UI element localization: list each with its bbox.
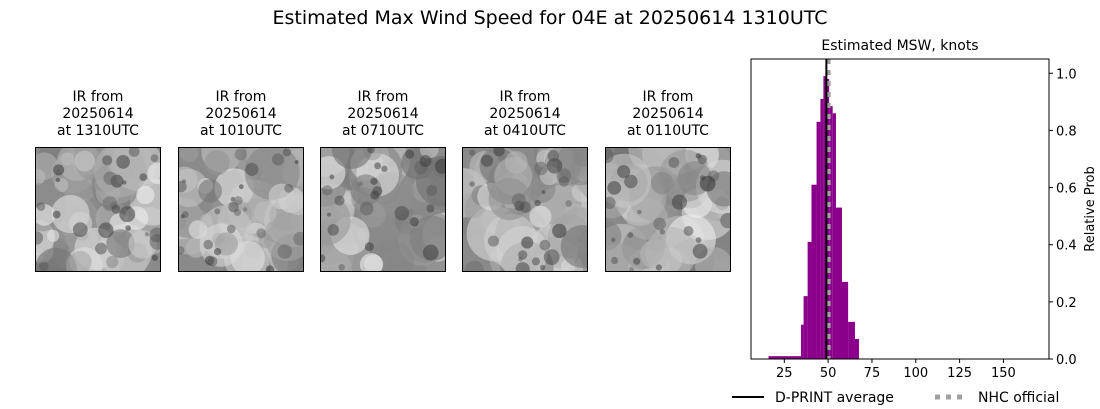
panel-caption: 20250614: [489, 106, 561, 122]
y-tick-label: 0.0: [1056, 353, 1077, 368]
legend-dprint-label: D-PRINT average: [775, 390, 894, 406]
panel-caption: 20250614: [632, 106, 704, 122]
ir-satellite-image: [320, 147, 446, 272]
ir-panel: IR from 20250614 at 0410UTC: [462, 89, 588, 272]
plot-frame: [750, 58, 1050, 360]
panel-caption: IR from: [499, 89, 551, 105]
histogram-bar: [832, 113, 837, 360]
histogram-bar: [854, 339, 859, 359]
histogram-bar: [800, 324, 804, 359]
x-tick-label: 150: [991, 366, 1016, 381]
legend-nhc-label: NHC official: [978, 390, 1059, 406]
panel-caption: IR from: [357, 89, 409, 105]
x-tick-label: 50: [820, 366, 837, 381]
panel-caption: at 0410UTC: [484, 123, 566, 139]
panel-caption: at 0110UTC: [627, 123, 709, 139]
panel-caption: IR from: [72, 89, 124, 105]
panel-caption: at 1310UTC: [57, 123, 139, 139]
histogram-bar: [811, 184, 817, 359]
ir-satellite-image: [462, 147, 588, 272]
histogram-bar: [768, 356, 801, 359]
panel-caption: at 0710UTC: [342, 123, 424, 139]
histogram-bar: [836, 207, 842, 359]
y-tick-label: 0.6: [1056, 182, 1077, 197]
panel-caption: IR from: [215, 89, 267, 105]
ir-panel: IR from 20250614 at 0110UTC: [605, 89, 731, 272]
x-tick-label: 100: [903, 366, 928, 381]
ir-satellite-image: [35, 147, 161, 272]
chart-title: Estimated MSW, knots: [821, 38, 978, 54]
y-tick-label: 0.2: [1056, 296, 1077, 311]
panel-caption: 20250614: [205, 106, 277, 122]
panel-caption: 20250614: [62, 106, 134, 122]
panel-caption: IR from: [642, 89, 694, 105]
y-tick-label: 1.0: [1056, 67, 1077, 82]
y-tick-label: 0.4: [1056, 239, 1077, 254]
x-tick-label: 125: [947, 366, 972, 381]
histogram-bar: [841, 281, 849, 359]
histogram-bar: [807, 241, 812, 359]
ir-satellite-image: [605, 147, 731, 272]
histogram-bar: [823, 76, 827, 360]
y-axis-label: Relative Prob: [1083, 166, 1098, 251]
histogram-bar: [820, 99, 824, 359]
panel-caption: at 1010UTC: [200, 123, 282, 139]
x-tick-label: 25: [776, 366, 793, 381]
panel-caption: 20250614: [347, 106, 419, 122]
histogram-bar: [826, 79, 830, 359]
ir-panel: IR from 20250614 at 1010UTC: [178, 89, 304, 272]
histogram-bar: [829, 106, 833, 360]
histogram-bar: [848, 321, 855, 359]
figure-title: Estimated Max Wind Speed for 04E at 2025…: [272, 7, 828, 29]
x-tick-label: 75: [864, 366, 881, 381]
histogram-bar: [803, 296, 808, 359]
ir-satellite-image: [178, 147, 304, 272]
y-tick-label: 0.8: [1056, 124, 1077, 139]
histogram-bar: [816, 121, 821, 359]
ir-panel: IR from 20250614 at 0710UTC: [320, 89, 446, 272]
ir-panel: IR from 20250614 at 1310UTC: [35, 89, 161, 272]
